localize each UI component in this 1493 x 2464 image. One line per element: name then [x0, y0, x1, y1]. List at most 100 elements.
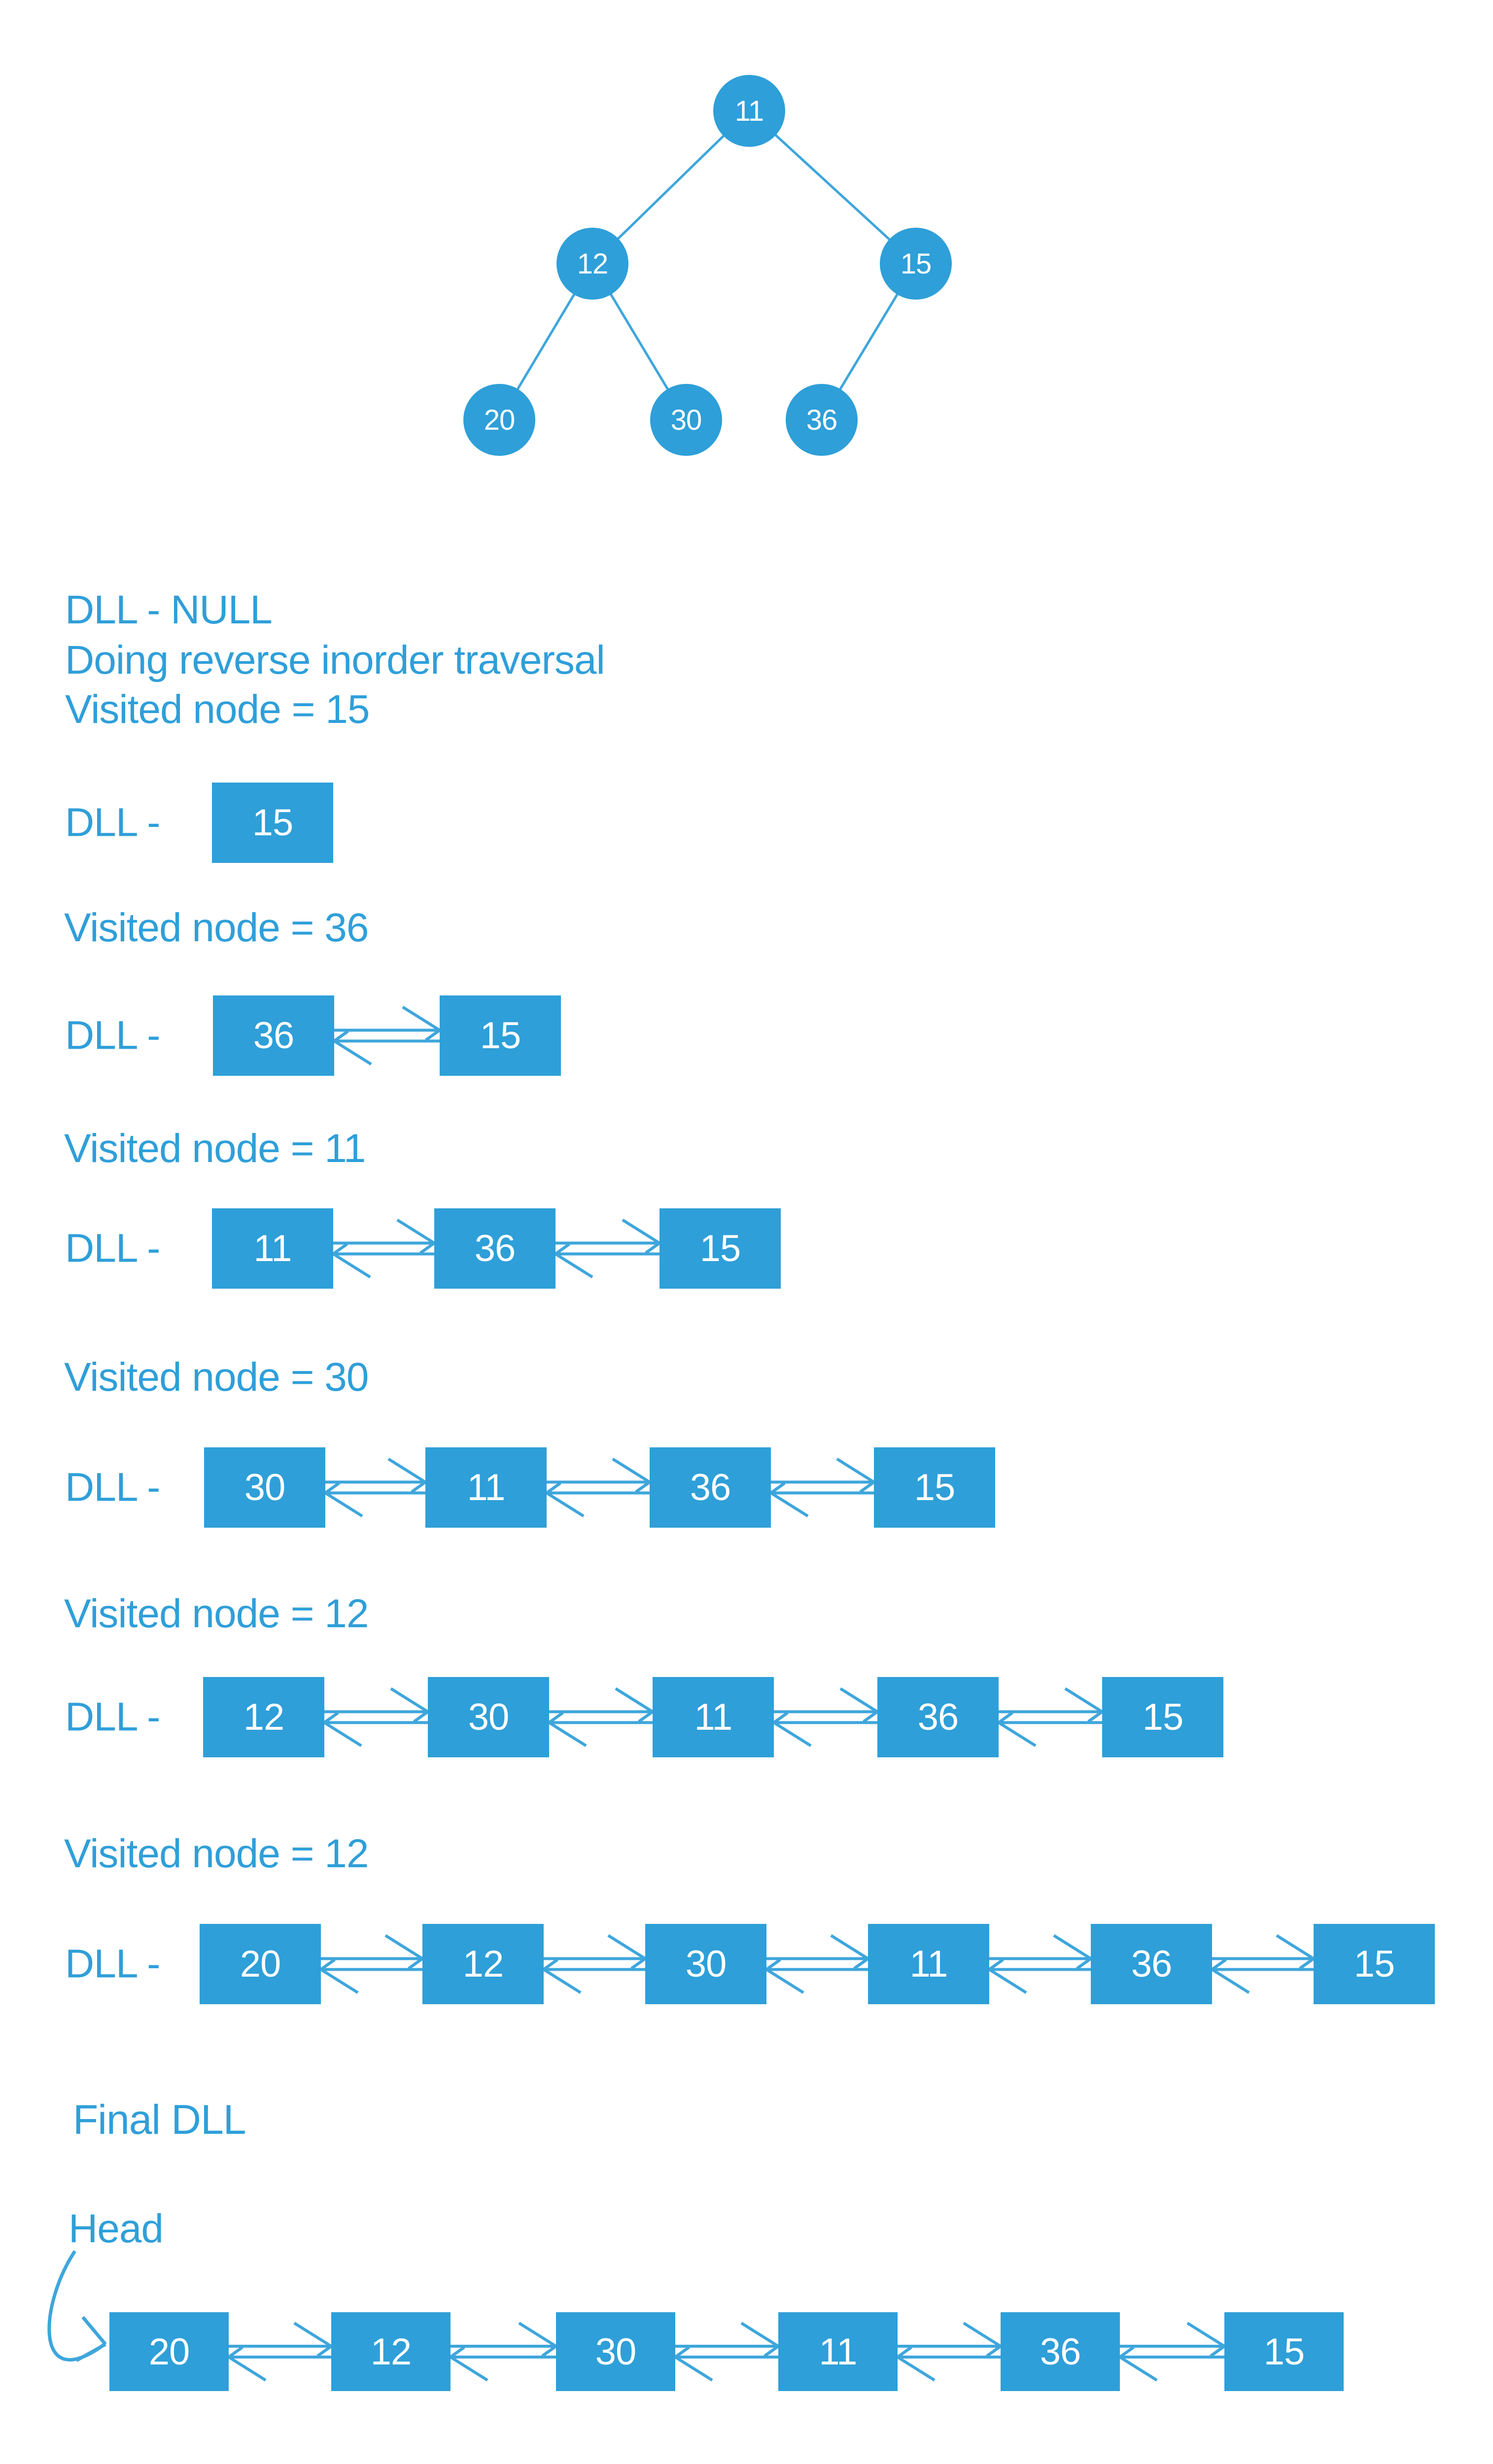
arrow-prev-head — [333, 1039, 372, 1066]
dll-box-30: 30 — [556, 2312, 675, 2391]
arrow-next-head — [622, 1218, 660, 1245]
arrow-next-head — [396, 1218, 435, 1245]
arrow-prev-head — [332, 1243, 348, 1255]
arrow-next-head — [863, 1711, 878, 1723]
dll-box-11: 11 — [425, 1447, 547, 1528]
arrow-next-head — [413, 1711, 429, 1723]
dll-box-36: 36 — [1091, 1924, 1212, 2004]
arrow-next-head — [1186, 2322, 1225, 2348]
arrow-prev-head — [555, 1252, 593, 1279]
arrow-prev-head — [1119, 2356, 1158, 2382]
arrow-prev-head — [555, 1243, 570, 1255]
arrow-prev-head — [773, 1721, 812, 1747]
arrow-prev-head — [323, 1721, 362, 1747]
arrow-prev-head — [765, 1958, 781, 1971]
arrow-next-head — [425, 1029, 441, 1041]
visited-node-15-text: Visited node = 15 — [65, 687, 370, 732]
dll-box-15: 15 — [440, 995, 561, 1076]
dll-box-20: 20 — [200, 1924, 321, 2004]
visited-label: Visited node = 12 — [64, 1831, 369, 1876]
arrow-prev-head — [998, 1711, 1013, 1724]
arrow-prev-head — [770, 1482, 786, 1494]
arrow-prev-head — [543, 1958, 558, 1971]
arrow-next-head — [836, 1457, 875, 1484]
arrow-next-head — [384, 1934, 423, 1960]
dll-box-20: 20 — [109, 2312, 229, 2391]
arrow-prev-head — [773, 1711, 789, 1724]
arrow-next-head — [986, 2345, 1002, 2358]
dll-box-30: 30 — [428, 1677, 549, 1757]
arrow-next-head — [408, 1957, 423, 1970]
arrow-next-head — [1210, 2345, 1225, 2358]
arrow-next-head — [1299, 1957, 1315, 1970]
tree-edge — [591, 110, 750, 265]
arrow-prev-head — [546, 1491, 585, 1518]
dll-box-30: 30 — [204, 1447, 325, 1528]
tree-node-20: 20 — [463, 384, 535, 456]
tree-edge — [748, 110, 917, 265]
arrow-prev-head — [897, 2346, 912, 2359]
arrow-prev-head — [1119, 2346, 1135, 2359]
arrow-next-head — [402, 1005, 441, 1032]
dll-box-15: 15 — [1102, 1677, 1223, 1757]
arrow-prev-head — [324, 1491, 363, 1518]
dll-box-15: 15 — [660, 1208, 781, 1289]
arrow-prev-head — [897, 2356, 936, 2382]
dll-box-11: 11 — [653, 1677, 774, 1757]
tree-node-30: 30 — [650, 384, 722, 456]
visited-label: Visited node = 36 — [64, 905, 369, 950]
arrow-next-head — [740, 2322, 779, 2348]
arrow-next-head — [635, 1481, 651, 1493]
dll-row-label: DLL - — [65, 1941, 160, 1986]
arrow-prev-head — [543, 1968, 582, 1994]
dll-box-11: 11 — [212, 1208, 333, 1289]
arrow-next-head — [293, 2322, 332, 2348]
head-arrow-head — [75, 2342, 106, 2362]
arrow-next-head — [1087, 1711, 1103, 1723]
arrow-next-head — [1064, 1687, 1103, 1713]
dll-box-15: 15 — [874, 1447, 995, 1528]
arrow-prev-head — [320, 1968, 359, 1994]
visited-label: Visited node = 11 — [64, 1126, 366, 1171]
arrow-prev-head — [998, 1721, 1037, 1747]
arrow-next-head — [1076, 1957, 1092, 1970]
dll-row-label: DLL - — [65, 1694, 160, 1740]
arrow-prev-head — [546, 1482, 561, 1494]
arrow-prev-head — [323, 1711, 339, 1724]
arrow-next-head — [387, 1457, 426, 1484]
arrow-next-head — [859, 1481, 875, 1493]
arrow-next-head — [541, 2345, 557, 2358]
arrow-next-head — [615, 1687, 654, 1713]
arrow-prev-head — [1211, 1968, 1250, 1994]
dll-box-15: 15 — [1224, 2312, 1344, 2391]
dll-box-11: 11 — [778, 2312, 898, 2391]
dll-box-15: 15 — [212, 783, 333, 863]
dll-box-12: 12 — [331, 2312, 451, 2391]
dll-box-11: 11 — [868, 1924, 989, 2004]
arrow-prev-head — [548, 1711, 564, 1724]
arrow-prev-head — [674, 2356, 713, 2382]
final-dll-title: Final DLL — [73, 2096, 246, 2143]
arrow-next-head — [419, 1242, 435, 1254]
dll-box-36: 36 — [213, 995, 334, 1076]
arrow-prev-head — [1211, 1958, 1227, 1971]
arrow-next-head — [830, 1934, 869, 1960]
arrow-next-head — [963, 2322, 1002, 2348]
tree-node-11: 11 — [713, 75, 785, 147]
arrow-prev-head — [765, 1968, 804, 1994]
arrow-next-head — [390, 1687, 429, 1713]
dll-box-36: 36 — [877, 1677, 999, 1757]
arrow-prev-head — [332, 1252, 371, 1279]
dll-null-text: DLL - NULL — [65, 587, 273, 632]
tree-node-36: 36 — [786, 384, 858, 456]
dll-row-label: DLL - — [65, 1465, 160, 1510]
dll-box-12: 12 — [203, 1677, 324, 1757]
arrow-next-head — [764, 2345, 779, 2358]
arrow-prev-head — [228, 2356, 267, 2382]
arrow-prev-head — [450, 2356, 488, 2382]
arrow-prev-head — [988, 1958, 1004, 1971]
arrow-next-head — [518, 2322, 557, 2348]
arrow-prev-head — [548, 1721, 587, 1747]
arrow-next-head — [612, 1457, 651, 1484]
